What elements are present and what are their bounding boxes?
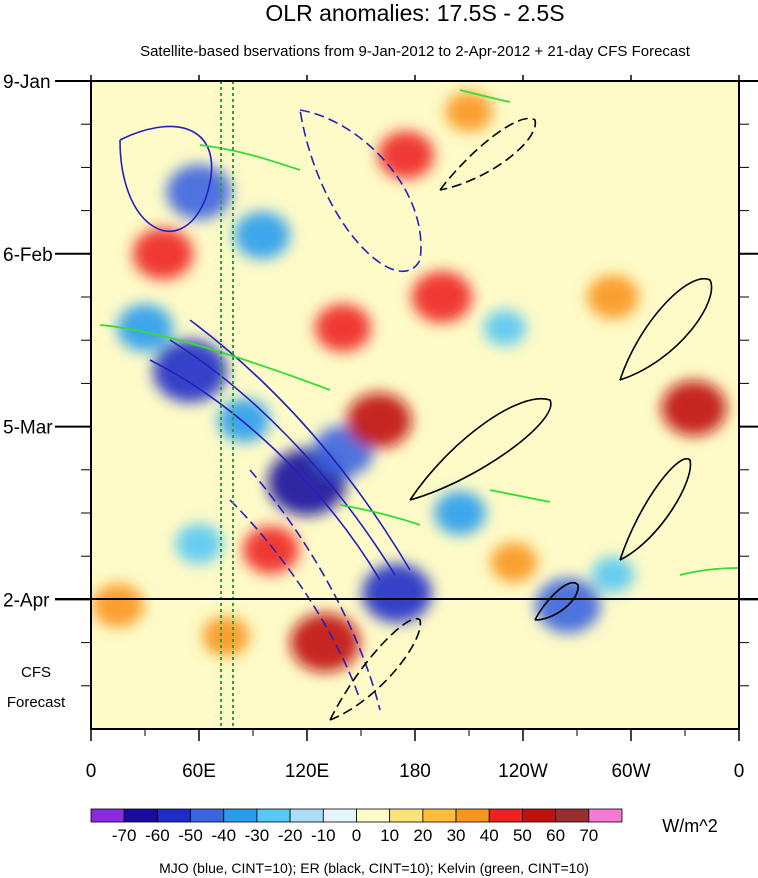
colorbar-swatch	[555, 808, 590, 823]
colorbar-swatch	[90, 808, 125, 823]
chart-subtitle: Satellite-based bservations from 9-Jan-2…	[140, 43, 691, 60]
colorbar-swatch	[123, 808, 158, 823]
anomaly-cell	[117, 304, 173, 352]
colorbar-swatch	[588, 808, 623, 823]
colorbar-label: -30	[245, 826, 270, 845]
colorbar-swatch	[256, 808, 291, 823]
anomaly-cell	[290, 613, 360, 673]
anomaly-cell	[483, 309, 527, 346]
colorbar-label: 70	[579, 826, 598, 845]
chart-title: OLR anomalies: 17.5S - 2.5S	[265, 0, 564, 26]
anomaly-cell	[132, 228, 194, 280]
anomaly-field	[92, 91, 727, 673]
x-tick-label: 0	[734, 761, 745, 782]
colorbar-swatch	[356, 808, 391, 823]
anomaly-cell	[591, 556, 635, 593]
anomaly-cell	[362, 563, 432, 623]
er-contours	[329, 117, 713, 721]
colorbar-label: -60	[145, 826, 170, 845]
reference-longitude-lines	[220, 81, 234, 729]
anomaly-cell	[202, 616, 250, 657]
colorbar-label: 50	[513, 826, 532, 845]
x-tick-label: 0	[86, 761, 97, 782]
anomaly-cell	[490, 542, 538, 583]
colorbar-swatch	[156, 808, 191, 823]
x-tick-label: 60W	[611, 761, 650, 782]
anomaly-cell	[661, 380, 727, 436]
colorbar-swatch	[190, 808, 225, 823]
colorbar-label: -10	[311, 826, 336, 845]
colorbar-swatch	[289, 808, 324, 823]
x-tick-label: 60E	[182, 761, 216, 782]
x-tick-label: 180	[399, 761, 431, 782]
colorbar-swatch	[223, 808, 258, 823]
colorbar-label: 40	[480, 826, 499, 845]
colorbar-swatch	[522, 808, 557, 823]
forecast-label-line2: Forecast	[7, 694, 66, 711]
y-tick-label: 6-Feb	[3, 245, 53, 266]
anomaly-cell	[434, 491, 486, 535]
colorbar-swatch	[422, 808, 457, 823]
y-axis: 9-Jan 6-Feb 5-Mar 2-Apr	[3, 72, 758, 687]
colorbar-swatch	[389, 808, 424, 823]
x-tick-label: 120E	[285, 761, 329, 782]
anomaly-cell	[346, 392, 412, 449]
y-tick-label: 9-Jan	[3, 72, 51, 93]
anomaly-cell	[587, 275, 639, 319]
anomaly-cell	[218, 398, 270, 443]
anomaly-cell	[153, 339, 227, 403]
colorbar-label: -40	[211, 826, 236, 845]
kelvin-contours	[99, 89, 739, 576]
colorbar-label: 20	[413, 826, 432, 845]
x-tick-label: 120W	[498, 761, 548, 782]
anomaly-cell	[175, 523, 223, 564]
y-tick-label: 5-Mar	[3, 418, 53, 439]
colorbar-label: -50	[178, 826, 203, 845]
x-axis: 0 60E 120E 180 120W 60W 0	[86, 75, 745, 782]
anomaly-cell	[243, 526, 299, 574]
anomaly-cell	[234, 211, 290, 260]
mjo-contours	[119, 109, 422, 711]
colorbar-label: 10	[380, 826, 399, 845]
anomaly-cell	[92, 583, 144, 628]
footnote: MJO (blue, CINT=10); ER (black, CINT=10)…	[159, 860, 589, 876]
colorbar-label: 30	[447, 826, 466, 845]
colorbar-label: -20	[278, 826, 303, 845]
anomaly-cell	[315, 304, 371, 352]
colorbar-label: 0	[352, 826, 361, 845]
colorbar-swatch	[455, 808, 490, 823]
anomaly-cell	[378, 131, 434, 179]
colorbar-label: -70	[112, 826, 137, 845]
anomaly-cell	[445, 91, 493, 132]
anomaly-cell	[411, 271, 473, 323]
colorbar: -70 -60 -50 -40 -30 -20 -10 0 10 20 30 40 50 60 70	[90, 808, 623, 845]
colorbar-label: 60	[546, 826, 565, 845]
forecast-label-line1: CFS	[21, 664, 51, 681]
colorbar-swatch	[488, 808, 523, 823]
colorbar-swatch	[322, 808, 357, 823]
colorbar-units: W/m^2	[662, 816, 717, 836]
y-tick-label: 2-Apr	[3, 590, 50, 611]
anomaly-cell	[166, 164, 232, 220]
